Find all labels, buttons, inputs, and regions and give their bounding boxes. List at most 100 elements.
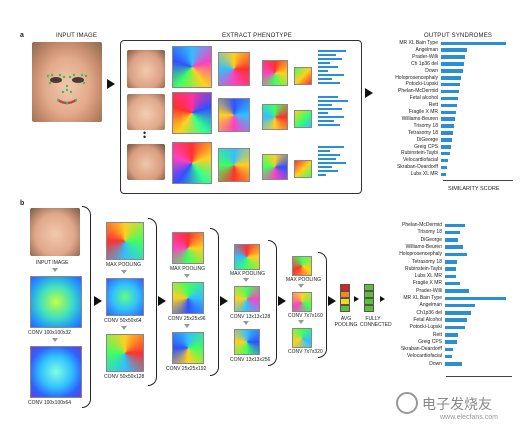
arrow-right-icon: [94, 296, 102, 306]
similarity-bar: [445, 333, 459, 337]
syndrome-name: Rubinstein-Taybi: [405, 265, 442, 272]
syndrome-row: Phelan-McDermid: [376, 88, 516, 95]
arrow-down-icon: [184, 324, 190, 328]
conv1a-map: [30, 276, 82, 328]
feature-map-row3-1: [172, 142, 212, 184]
similarity-bar: [445, 223, 465, 227]
syndrome-name: Potocki-Lupski: [405, 81, 438, 88]
arrow-down-icon: [243, 321, 249, 325]
pool4-label: MAX POOLING: [286, 277, 322, 283]
syndrome-row: Fetal Alcohol: [378, 317, 523, 324]
syndrome-name: Fetal Alcohol: [413, 316, 442, 323]
similarity-bar: [441, 165, 448, 170]
input-image-title: INPUT IMAGE: [56, 33, 98, 39]
syndrome-row: MR XL Bain Type: [376, 40, 516, 47]
similarity-bar: [445, 252, 467, 257]
syndrome-row: Trisomy 18: [378, 229, 523, 236]
syndrome-name: Rubinstein-Taybi: [401, 150, 438, 157]
similarity-bar: [441, 41, 506, 45]
arrow-down-icon: [298, 320, 304, 324]
avg-pooling-vector: [340, 284, 350, 312]
similarity-bar: [445, 354, 452, 359]
syndrome-name: Lubs XL MR: [414, 273, 442, 280]
syndrome-name: Fragile X MR: [408, 109, 438, 115]
conv3a-label: CONV 25x25x96: [168, 316, 206, 322]
similarity-bar: [441, 69, 463, 73]
conv5b-label: CONV 7x7x320: [288, 349, 323, 355]
syndrome-name: Phelan-McDermid: [401, 222, 442, 228]
syndrome-row: Fetal alcohol: [376, 95, 516, 102]
conv5a-map: [292, 292, 312, 312]
syndrome-row: Rett: [376, 102, 516, 109]
arrow-right-icon: [354, 296, 359, 302]
syndrome-row: Prader-Willi: [378, 288, 523, 295]
syndrome-row: Angelman: [378, 302, 523, 309]
syndrome-name: Ch 1p36 del: [411, 60, 438, 67]
syndrome-row: Greig CPS: [378, 339, 523, 346]
syndrome-row: Tetrasomy 18: [376, 130, 516, 137]
syndrome-row: Skraban-Deardorff: [376, 164, 516, 171]
syndrome-row: DiGeorge: [378, 237, 523, 244]
syndrome-row: Holoprosencephaly: [378, 251, 523, 258]
pool2-label: MAX POOLING: [170, 266, 206, 272]
face-crop-3: [127, 144, 165, 180]
syndrome-name: Lubs XL MR: [410, 171, 438, 178]
panel-b-syndrome-list: Phelan-McDermid Trisomy 18 DiGeorge William…: [378, 222, 523, 372]
arrow-down-icon: [243, 278, 249, 282]
watermark-url: www.elecfans.com: [440, 414, 498, 421]
bracket-stage1: [82, 206, 91, 408]
pool3-label: MAX POOLING: [230, 271, 266, 277]
syndrome-row: Tetrasomy 18: [378, 259, 523, 266]
feature-map-row1-4: [294, 67, 312, 85]
syndrome-row: Greig CPS: [376, 144, 516, 151]
similarity-bar: [445, 289, 469, 293]
syndrome-name: MR XL Bain Type: [403, 295, 442, 301]
pool1-label: MAX POOLING: [106, 262, 142, 268]
arrow-right-icon: [365, 88, 373, 98]
similarity-bar: [441, 103, 457, 108]
similarity-bar: [445, 318, 468, 322]
face-crop-1: [127, 50, 165, 88]
input-face-image: [32, 42, 102, 122]
arrow-down-icon: [298, 284, 304, 288]
syndrome-name: Rett: [432, 331, 442, 338]
arrow-right-icon: [380, 296, 385, 302]
feature-map-row2-4: [294, 110, 312, 128]
bracket-stage5: [318, 252, 327, 358]
extract-phenotype-title: EXTRACT PHENOTYPE: [222, 33, 292, 39]
similarity-bar: [445, 296, 506, 300]
ellipsis-icon: •: [143, 132, 147, 142]
syndrome-name: Tetrasomy 18: [407, 129, 438, 136]
conv4a-map: [234, 286, 260, 312]
similarity-bar: [445, 230, 460, 235]
panel-b-score-axis: [446, 376, 512, 381]
syndrome-name: Fetal alcohol: [409, 95, 438, 102]
similarity-bar: [445, 362, 463, 366]
conv1a-label: CONV 100x100x32: [28, 330, 72, 336]
watermark-text: 电子发烧友: [422, 397, 492, 413]
feature-map-row2-3: [262, 104, 288, 130]
arrow-right-icon: [278, 296, 286, 306]
syndrome-row: Ch 1p36 del: [376, 61, 516, 68]
conv2b-label: CONV 50x50x128: [104, 374, 145, 380]
arrow-down-icon: [184, 274, 190, 278]
similarity-bar: [441, 172, 446, 177]
syndrome-row: Prader-Willi: [376, 54, 516, 61]
similarity-bar: [445, 260, 457, 264]
arrow-down-icon: [121, 326, 127, 330]
similarity-bar: [445, 245, 464, 249]
syndrome-name: Phelan-McDermid: [397, 88, 438, 95]
syndrome-row: Ch1p36 del: [378, 310, 523, 317]
similarity-bar: [445, 325, 465, 330]
syndrome-name: Holoprosencephaly: [395, 74, 438, 81]
syndrome-name: Down: [425, 67, 438, 74]
feature-map-row1-2: [218, 52, 250, 86]
panel-a-syndrome-list: MR XL Bain Type Angelman Prader-Willi Ch 1p…: [376, 40, 516, 180]
syndrome-row: Lubs XL MR: [378, 273, 523, 280]
syndrome-row: Down: [376, 68, 516, 75]
syndrome-name: Greig CPS: [414, 143, 438, 150]
syndrome-row: Velocardiofacial: [378, 353, 523, 360]
syndrome-row: MR XL Bain Type: [378, 295, 523, 302]
pool1-map: [106, 222, 144, 260]
conv5b-map: [292, 328, 312, 348]
